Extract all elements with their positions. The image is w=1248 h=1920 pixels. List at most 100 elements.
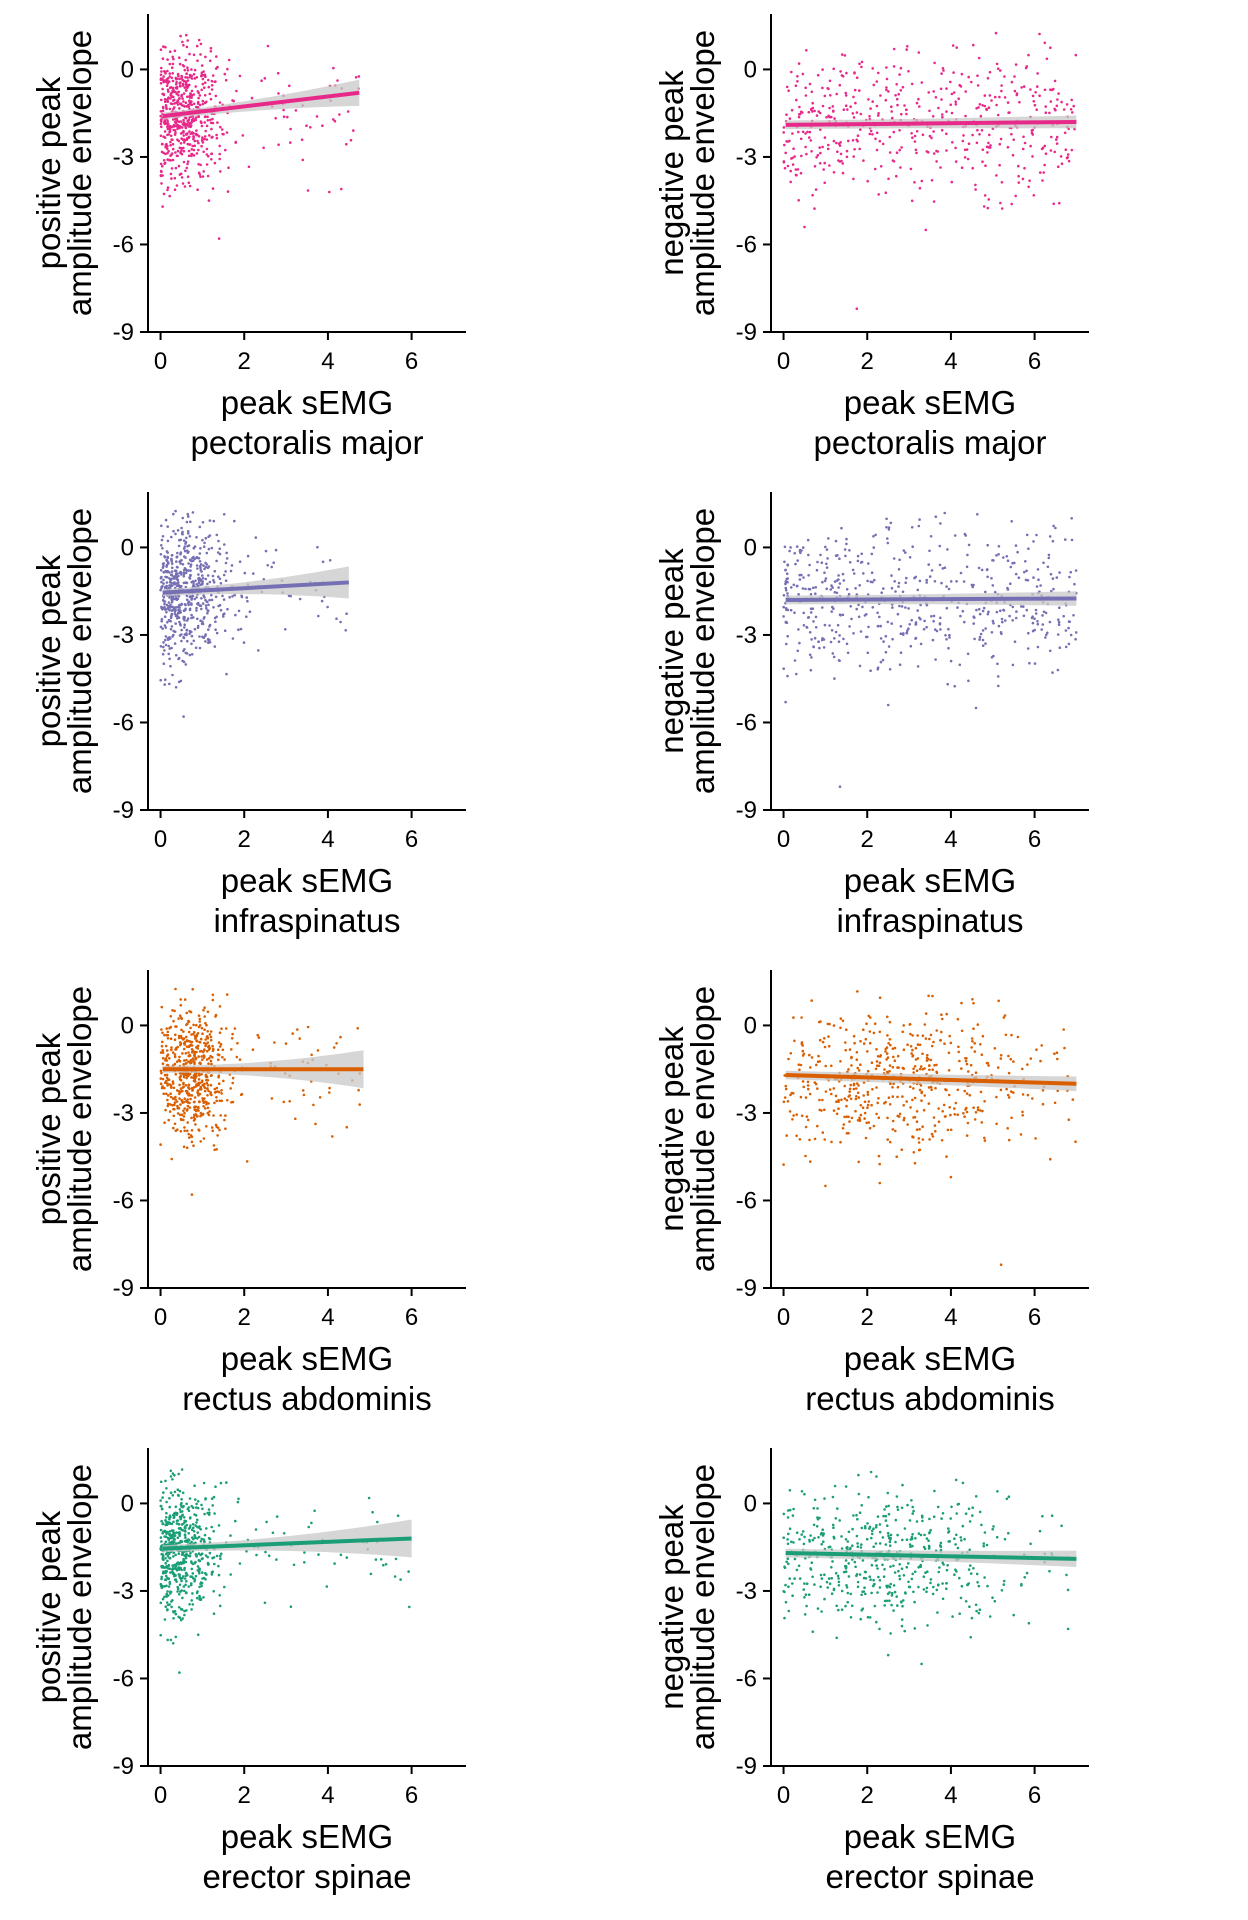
data-point	[941, 1512, 945, 1515]
data-point	[179, 132, 183, 135]
data-point	[980, 129, 984, 132]
data-point	[887, 90, 890, 93]
y-axis-label: negative peak	[653, 70, 690, 276]
data-point	[197, 162, 200, 166]
data-point	[840, 1589, 844, 1593]
data-point	[172, 107, 175, 111]
data-point	[871, 100, 874, 103]
data-point	[782, 1590, 785, 1593]
data-point	[164, 152, 167, 156]
data-point	[169, 1535, 172, 1538]
data-point	[234, 1519, 237, 1523]
data-point	[211, 74, 215, 77]
data-point	[177, 1106, 181, 1110]
data-point	[798, 573, 801, 577]
data-point	[914, 637, 917, 640]
data-point	[160, 524, 163, 528]
data-point	[995, 554, 998, 557]
data-point	[170, 1046, 173, 1049]
data-point	[830, 1566, 833, 1569]
data-point	[257, 1036, 261, 1039]
data-point	[1038, 94, 1041, 97]
data-point	[193, 1078, 197, 1082]
data-point	[273, 1041, 276, 1044]
data-point	[915, 1069, 919, 1072]
y-tick-label: -3	[113, 144, 134, 171]
data-point	[821, 145, 824, 149]
data-point	[301, 158, 305, 162]
data-point	[783, 143, 786, 147]
data-point	[832, 1087, 836, 1090]
data-point	[163, 683, 166, 686]
data-point	[164, 1605, 167, 1608]
data-point	[794, 84, 798, 87]
data-point	[927, 151, 930, 154]
data-point	[911, 1505, 914, 1509]
data-point	[208, 641, 212, 644]
data-point	[188, 99, 191, 102]
data-point	[996, 1490, 999, 1493]
data-point	[192, 1144, 195, 1147]
data-point	[827, 1545, 831, 1549]
data-point	[870, 552, 874, 556]
data-point	[316, 545, 319, 549]
data-point	[900, 146, 903, 149]
data-point	[197, 573, 200, 576]
y-tick-label: -9	[736, 797, 757, 824]
data-point	[188, 535, 192, 538]
data-point	[173, 188, 177, 191]
data-point	[187, 1045, 191, 1049]
data-point	[908, 1543, 912, 1546]
data-point	[211, 993, 215, 997]
data-point	[195, 555, 199, 559]
data-point	[190, 1599, 193, 1602]
data-point	[815, 114, 819, 117]
data-point	[901, 1483, 904, 1487]
data-point	[1032, 100, 1036, 103]
data-point	[788, 139, 791, 143]
data-point	[175, 184, 179, 187]
data-point	[178, 77, 181, 81]
data-point	[855, 76, 859, 79]
x-axis-muscle-label: erector spinae	[825, 1858, 1034, 1895]
data-point	[206, 566, 210, 570]
data-point	[185, 598, 189, 601]
data-point	[853, 148, 856, 151]
points-neg-pectoralis	[782, 31, 1078, 311]
data-point	[1065, 103, 1069, 106]
data-point	[170, 95, 174, 98]
data-point	[917, 51, 921, 54]
data-point	[177, 594, 181, 598]
data-point	[990, 99, 993, 102]
data-point	[807, 553, 810, 557]
data-point	[833, 677, 836, 680]
data-point	[931, 994, 934, 998]
data-point	[184, 1530, 187, 1533]
data-point	[163, 1086, 166, 1090]
data-point	[1063, 1046, 1066, 1050]
data-point	[220, 1027, 223, 1030]
data-point	[1052, 202, 1055, 206]
data-point	[206, 1041, 210, 1044]
x-tick-label: 4	[321, 348, 334, 375]
data-point	[184, 1084, 188, 1087]
data-point	[192, 136, 195, 139]
data-point	[185, 549, 189, 552]
data-point	[160, 98, 163, 102]
data-point	[798, 550, 802, 553]
data-point	[216, 65, 219, 69]
data-point	[184, 101, 188, 104]
data-point	[941, 1110, 944, 1113]
data-point	[190, 118, 194, 122]
data-point	[824, 545, 827, 549]
data-point	[177, 1562, 181, 1566]
data-point	[162, 641, 165, 644]
data-point	[189, 92, 192, 95]
data-point	[208, 598, 211, 602]
data-point	[808, 1538, 811, 1542]
data-point	[978, 1510, 982, 1514]
data-point	[894, 590, 897, 593]
data-point	[194, 646, 198, 650]
data-point	[164, 518, 168, 522]
data-point	[947, 1051, 951, 1055]
